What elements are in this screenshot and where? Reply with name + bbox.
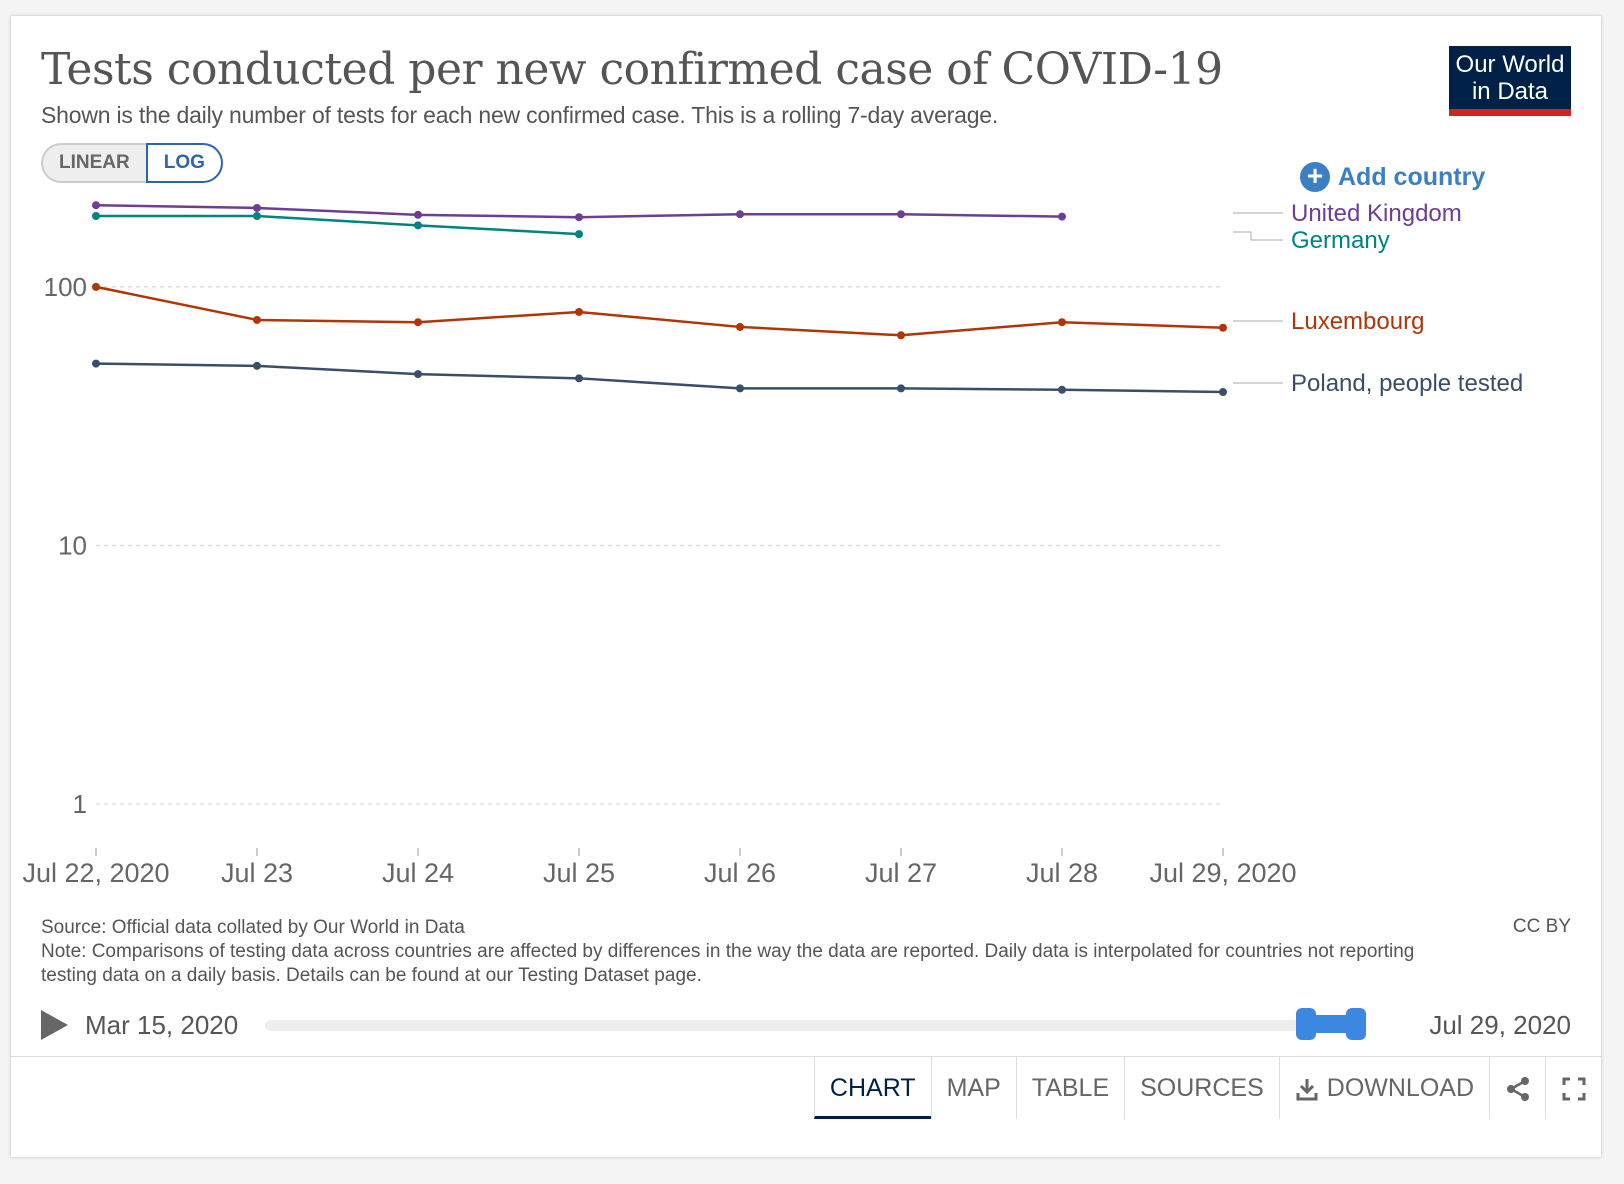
data-point (1058, 385, 1066, 394)
chart-footer: Source: Official data collated by Our Wo… (41, 916, 1461, 988)
line-chart: 1 10 100 Jul 22, 2020 Jul 23 Jul 24 Jul 25 Jul … (22, 200, 1523, 888)
data-point (1058, 212, 1066, 221)
linear-scale-button[interactable]: LINEAR (41, 143, 146, 183)
data-point (897, 331, 905, 340)
logo-line-1: Our World (1455, 51, 1565, 78)
data-point (253, 361, 261, 370)
timeline-start-handle[interactable] (1296, 1008, 1316, 1040)
data-point (1058, 318, 1066, 327)
data-point (1219, 323, 1227, 332)
timeline-end-label: Jul 29, 2020 (1429, 1010, 1571, 1040)
data-point (736, 210, 744, 219)
data-point (575, 213, 583, 222)
note-text: Note: Comparisons of testing data across… (41, 941, 1415, 986)
timeline-end-handle[interactable] (1346, 1008, 1366, 1040)
logo-line-2: in Data (1471, 78, 1549, 105)
timeline-selected-range[interactable] (1303, 1015, 1359, 1033)
scale-toggle: LINEAR LOG (41, 143, 223, 183)
data-point (575, 374, 583, 383)
owid-logo[interactable]: Our World in Data (1449, 46, 1571, 116)
plus-icon: + (1300, 162, 1330, 192)
y-tick-label: 100 (44, 272, 87, 302)
chart-card: Tests conducted per new confirmed case o… (11, 16, 1601, 1157)
y-tick-label: 1 (73, 789, 87, 819)
add-country-label: Add country (1338, 162, 1486, 191)
data-point (897, 384, 905, 393)
share-icon (1506, 1077, 1529, 1102)
series-line (95, 362, 1224, 394)
log-scale-button[interactable]: LOG (145, 143, 223, 183)
data-point (414, 318, 422, 327)
y-tick-label: 10 (58, 530, 87, 560)
data-point (414, 370, 422, 379)
data-point (92, 201, 100, 210)
x-tick-label: Jul 26 (704, 858, 776, 888)
legend-label: Luxembourg (1291, 308, 1424, 335)
download-icon (1296, 1079, 1318, 1101)
source-text: Source: Official data collated by Our Wo… (41, 917, 465, 938)
data-point (92, 212, 100, 221)
legend-label: Germany (1291, 227, 1390, 254)
series-line (95, 285, 1224, 337)
x-tick-label: Jul 29, 2020 (1149, 858, 1296, 888)
data-point (414, 221, 422, 230)
tab-chart[interactable]: CHART (813, 1057, 931, 1119)
x-tick-label: Jul 25 (543, 858, 615, 888)
tab-download[interactable]: DOWNLOAD (1278, 1057, 1489, 1119)
fullscreen-icon (1562, 1077, 1585, 1101)
timeline: Mar 15, 2020 Jul 29, 2020 (41, 1006, 1571, 1046)
chart-subtitle: Shown is the daily number of tests for e… (41, 102, 999, 128)
data-point (1219, 388, 1227, 397)
series-line (96, 214, 580, 236)
legend-label: United Kingdom (1291, 200, 1462, 227)
timeline-start-label: Mar 15, 2020 (85, 1010, 239, 1040)
play-icon[interactable] (41, 1010, 68, 1040)
fullscreen-button[interactable] (1545, 1057, 1601, 1119)
x-tick-label: Jul 23 (221, 858, 293, 888)
data-point (253, 203, 261, 212)
tab-table[interactable]: TABLE (1015, 1057, 1124, 1119)
legend-connector (1233, 231, 1283, 241)
data-point (575, 230, 583, 239)
data-point (414, 210, 422, 219)
tab-sources[interactable]: SOURCES (1124, 1057, 1279, 1119)
download-label: DOWNLOAD (1326, 1074, 1474, 1102)
x-tick-label: Jul 24 (382, 858, 454, 888)
x-tick-label: Jul 27 (865, 858, 937, 888)
data-point (92, 359, 100, 368)
license-link[interactable]: CC BY (1512, 916, 1571, 937)
chart-title: Tests conducted per new confirmed case o… (41, 44, 1223, 95)
x-tick-label: Jul 28 (1026, 858, 1098, 888)
data-point (253, 315, 261, 324)
data-point (575, 307, 583, 316)
tab-bar: CHART MAP TABLE SOURCES DOWNLOAD (11, 1056, 1601, 1119)
data-point (92, 282, 100, 291)
legend-label: Poland, people tested (1291, 370, 1523, 397)
tab-map[interactable]: MAP (930, 1057, 1016, 1119)
data-point (736, 322, 744, 331)
add-country-button[interactable]: + Add country (1300, 162, 1485, 192)
data-point (897, 210, 905, 219)
data-point (253, 212, 261, 221)
x-tick-label: Jul 22, 2020 (22, 858, 169, 888)
data-point (736, 384, 744, 393)
share-button[interactable] (1489, 1057, 1545, 1119)
timeline-track[interactable] (265, 1020, 1353, 1031)
